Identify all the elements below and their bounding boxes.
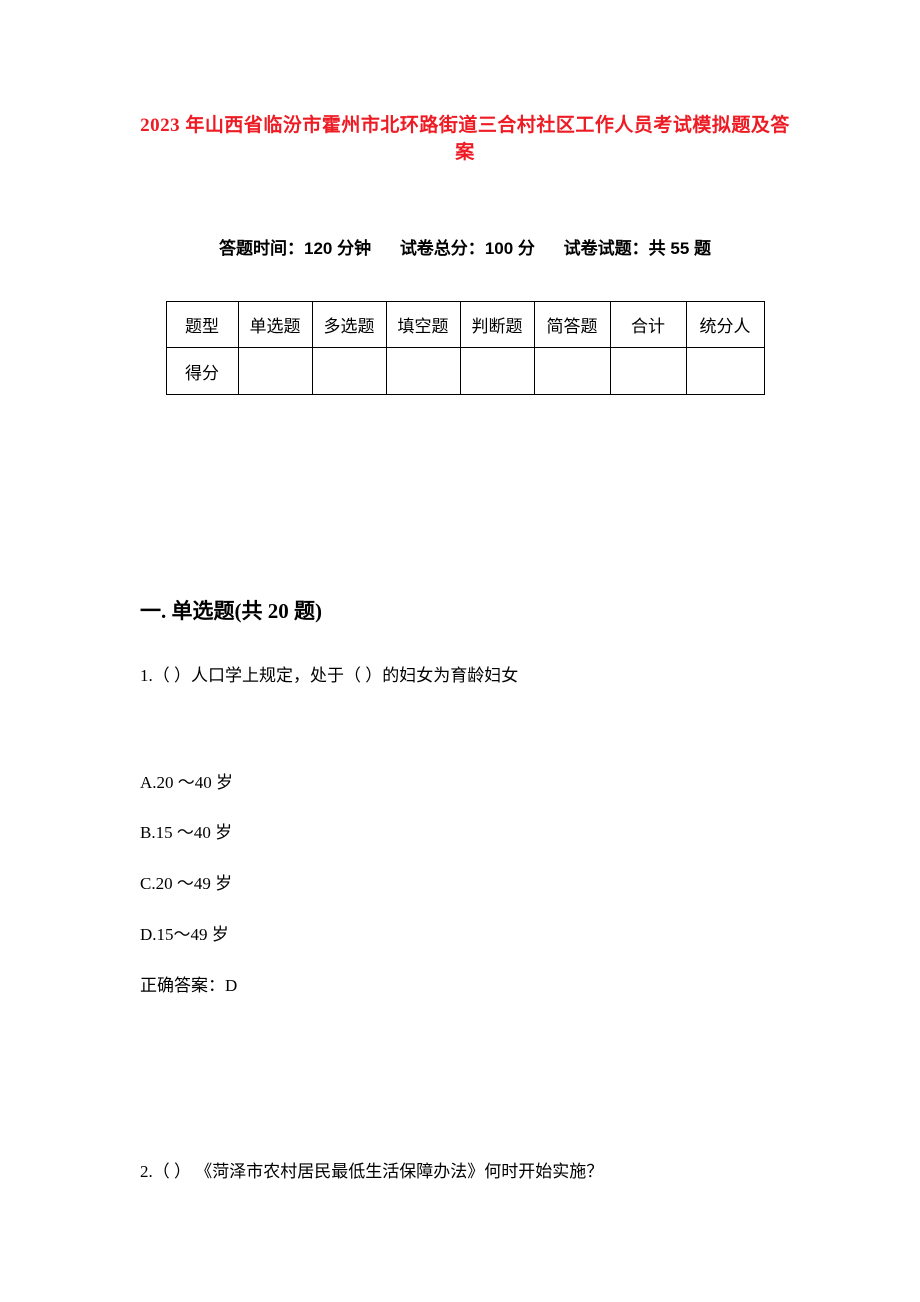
question-1-answer: 正确答案：D bbox=[140, 974, 790, 998]
header-cell-fill: 填空题 bbox=[386, 302, 460, 348]
question-2-text: 2.（ ） 《菏泽市农村居民最低生活保障办法》何时开始实施？ bbox=[140, 1159, 790, 1185]
table-header-row: 题型 单选题 多选题 填空题 判断题 简答题 合计 统分人 bbox=[166, 302, 764, 348]
header-cell-judge: 判断题 bbox=[460, 302, 534, 348]
time-value: 120 分钟 bbox=[304, 239, 371, 258]
question-2-body: （ ） 《菏泽市农村居民最低生活保障办法》何时开始实施？ bbox=[153, 1162, 604, 1181]
header-cell-total: 合计 bbox=[610, 302, 686, 348]
count-segment: 试卷试题：共 55 题 bbox=[564, 234, 711, 259]
count-value: 共 55 题 bbox=[649, 239, 711, 258]
question-2-number: 2. bbox=[140, 1162, 153, 1181]
score-cell bbox=[312, 348, 386, 395]
question-1-text: 1.（ ）人口学上规定，处于（ ）的妇女为育龄妇女 bbox=[140, 663, 790, 689]
score-label: 试卷总分： bbox=[400, 239, 485, 258]
question-1-body: （ ）人口学上规定，处于（ ）的妇女为育龄妇女 bbox=[153, 666, 519, 685]
question-2: 2.（ ） 《菏泽市农村居民最低生活保障办法》何时开始实施？ bbox=[140, 1159, 790, 1185]
question-1-option-b: B.15 ～40 岁 bbox=[140, 821, 790, 845]
question-1: 1.（ ）人口学上规定，处于（ ）的妇女为育龄妇女 A.20 ～40 岁 B.1… bbox=[140, 663, 790, 997]
time-label: 答题时间： bbox=[219, 239, 304, 258]
question-1-number: 1. bbox=[140, 666, 153, 685]
header-cell-multi: 多选题 bbox=[312, 302, 386, 348]
header-cell-type: 题型 bbox=[166, 302, 238, 348]
score-cell bbox=[238, 348, 312, 395]
table-score-row: 得分 bbox=[166, 348, 764, 395]
question-1-option-a: A.20 ～40 岁 bbox=[140, 771, 790, 795]
count-label: 试卷试题： bbox=[564, 239, 649, 258]
header-cell-short: 简答题 bbox=[534, 302, 610, 348]
score-table: 题型 单选题 多选题 填空题 判断题 简答题 合计 统分人 得分 bbox=[166, 301, 765, 395]
exam-info-line: 答题时间：120 分钟 试卷总分：100 分 试卷试题：共 55 题 bbox=[140, 234, 790, 259]
score-segment: 试卷总分：100 分 bbox=[400, 234, 535, 259]
score-value: 100 分 bbox=[485, 239, 535, 258]
score-cell bbox=[534, 348, 610, 395]
time-segment: 答题时间：120 分钟 bbox=[219, 234, 371, 259]
section-title: 一. 单选题(共 20 题) bbox=[140, 595, 790, 625]
score-cell bbox=[610, 348, 686, 395]
header-cell-scorer: 统分人 bbox=[686, 302, 764, 348]
score-cell bbox=[460, 348, 534, 395]
exam-title: 2023 年山西省临汾市霍州市北环路街道三合村社区工作人员考试模拟题及答案 bbox=[140, 110, 790, 164]
question-1-option-d: D.15～49 岁 bbox=[140, 923, 790, 947]
header-cell-single: 单选题 bbox=[238, 302, 312, 348]
question-1-option-c: C.20 ～49 岁 bbox=[140, 872, 790, 896]
score-cell bbox=[686, 348, 764, 395]
score-cell bbox=[386, 348, 460, 395]
score-row-label: 得分 bbox=[166, 348, 238, 395]
